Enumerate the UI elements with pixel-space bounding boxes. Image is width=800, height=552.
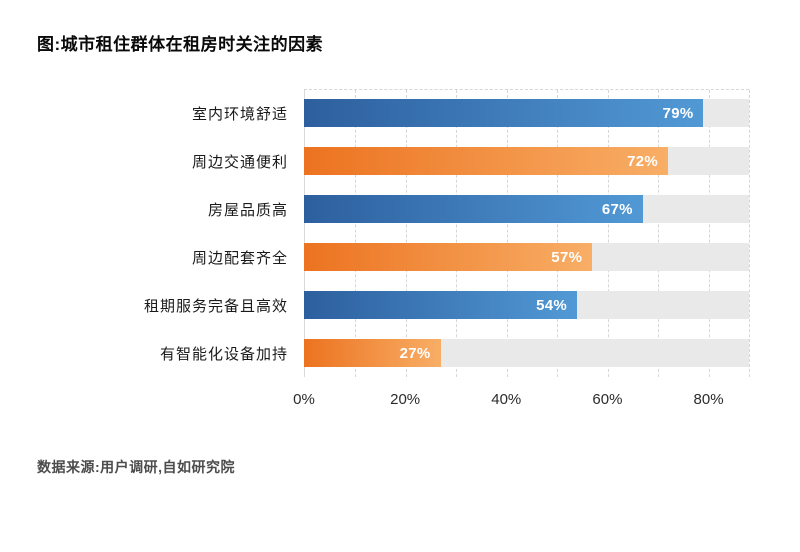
bar: 67% [304, 195, 643, 223]
bar: 72% [304, 147, 669, 175]
x-tick-label: 60% [592, 391, 623, 408]
bar: 57% [304, 243, 593, 271]
value-label: 72% [627, 152, 659, 170]
x-tick-label: 20% [390, 391, 421, 408]
gridline [405, 90, 407, 377]
bar-row: 租期服务完备且高效 54% [37, 281, 749, 329]
bar-rows: 室内环境舒适 79% 周边交通便利 72% 房屋品质高 67% 周边配套齐全 57% 租期服务完… [37, 89, 749, 377]
bar: 54% [304, 291, 578, 319]
value-label: 27% [399, 344, 431, 362]
gridline [749, 90, 750, 377]
bar: 79% [304, 99, 704, 127]
x-tick-label: 40% [491, 391, 522, 408]
gridline [708, 90, 710, 377]
gridline [557, 90, 559, 377]
bar-row: 室内环境舒适 79% [37, 89, 749, 137]
bar-row: 房屋品质高 67% [37, 185, 749, 233]
bar-track: 57% [304, 243, 749, 271]
x-tick-label: 80% [693, 391, 724, 408]
gridline [355, 90, 357, 377]
gridline [658, 90, 660, 377]
bar-row: 周边交通便利 72% [37, 137, 749, 185]
value-label: 54% [536, 296, 568, 314]
bar-track: 72% [304, 147, 749, 175]
category-label: 租期服务完备且高效 [143, 297, 288, 315]
source-note: 数据来源:用户调研,自如研究院 [37, 459, 236, 475]
category-label: 房屋品质高 [207, 201, 288, 219]
value-label: 67% [601, 200, 633, 218]
bar-track: 79% [304, 99, 749, 127]
bar-track: 54% [304, 291, 749, 319]
bar-row: 有智能化设备加持 27% [37, 329, 749, 377]
category-label: 周边配套齐全 [191, 249, 288, 267]
bar: 27% [304, 339, 441, 367]
x-axis: 0% 20% 40% 60% 80% [293, 391, 749, 415]
gridline [607, 90, 609, 377]
bar-chart: 室内环境舒适 79% 周边交通便利 72% 房屋品质高 67% 周边配套齐全 57% 租期服务完… [37, 89, 750, 415]
bar-track: 27% [304, 339, 749, 367]
gridline [456, 90, 458, 377]
grid-layer [304, 89, 750, 377]
chart-title: 图:城市租住群体在租房时关注的因素 [37, 35, 324, 54]
category-label: 周边交通便利 [191, 153, 288, 171]
value-label: 79% [662, 104, 694, 122]
category-label: 有智能化设备加持 [159, 345, 288, 363]
x-tick-label: 0% [293, 391, 315, 408]
bar-track: 67% [304, 195, 749, 223]
value-label: 57% [551, 248, 583, 266]
bar-row: 周边配套齐全 57% [37, 233, 749, 281]
gridline [506, 90, 508, 377]
category-label: 室内环境舒适 [191, 105, 288, 123]
